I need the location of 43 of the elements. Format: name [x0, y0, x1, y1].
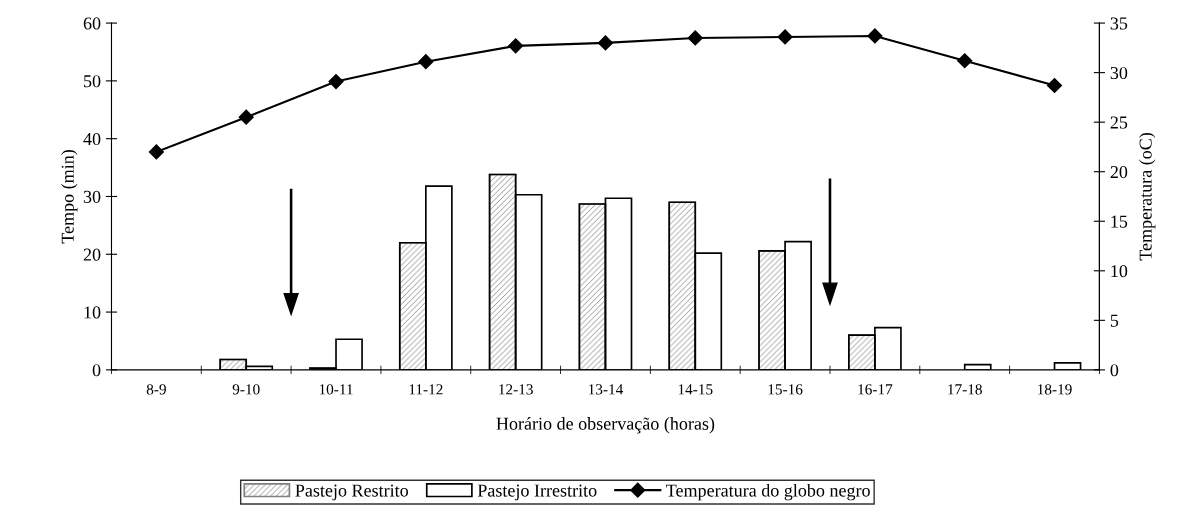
x-axis-title: Horário de observação (horas)	[496, 417, 715, 434]
y-axis-title: Tempo (min)	[61, 150, 78, 244]
x-tick-label: 9-10	[232, 384, 260, 395]
legend-label: Pastejo Irrestrito	[477, 484, 597, 501]
y2-tick-label: 35	[1110, 17, 1128, 30]
y-tick-label: 50	[84, 75, 101, 88]
x-tick-label: 18-19	[1038, 384, 1072, 395]
x-tick-label: 17-18	[948, 384, 982, 395]
y2-tick-label: 30	[1110, 66, 1128, 80]
x-tick-label: 8-9	[146, 384, 166, 395]
point	[328, 73, 344, 90]
y2-axis-title: Temperatura (oC)	[1139, 132, 1156, 261]
y2-tick-label: 0	[1110, 364, 1119, 377]
x-tick-label: 16-17	[858, 384, 893, 395]
y2-tick-label: 15	[1111, 215, 1128, 228]
y-tick-label: 30	[83, 190, 101, 203]
y-tick-label: 40	[83, 132, 101, 146]
y-tick-label: 10	[84, 306, 101, 319]
point	[867, 28, 883, 44]
x-tick-label: 14-15	[678, 384, 713, 395]
x-tick-label: 12-13	[499, 384, 533, 395]
x-tick-label: 15-16	[768, 384, 803, 395]
point	[148, 144, 164, 160]
legend-label: Temperatura do globo negro	[666, 483, 870, 501]
point	[597, 35, 614, 51]
x-tick-label: 13-14	[588, 384, 624, 395]
y2-tick-label: 20	[1110, 165, 1128, 179]
x-tick-label: 10-11	[319, 384, 353, 395]
point	[777, 29, 793, 45]
point	[238, 109, 254, 125]
y2-tick-label: 25	[1110, 116, 1128, 129]
y-tick-label: 20	[83, 248, 101, 261]
legend-label: Pastejo Restrito	[295, 484, 408, 501]
y-tick-label: 60	[83, 17, 101, 30]
point	[1046, 77, 1063, 94]
y2-tick-label: 10	[1111, 265, 1128, 278]
point	[687, 30, 703, 46]
point	[418, 54, 434, 70]
point	[508, 38, 524, 54]
point	[957, 53, 973, 69]
y-tick-label: 0	[92, 364, 101, 377]
x-tick-label: 11-12	[409, 384, 443, 395]
y2-tick-label: 5	[1110, 314, 1119, 327]
